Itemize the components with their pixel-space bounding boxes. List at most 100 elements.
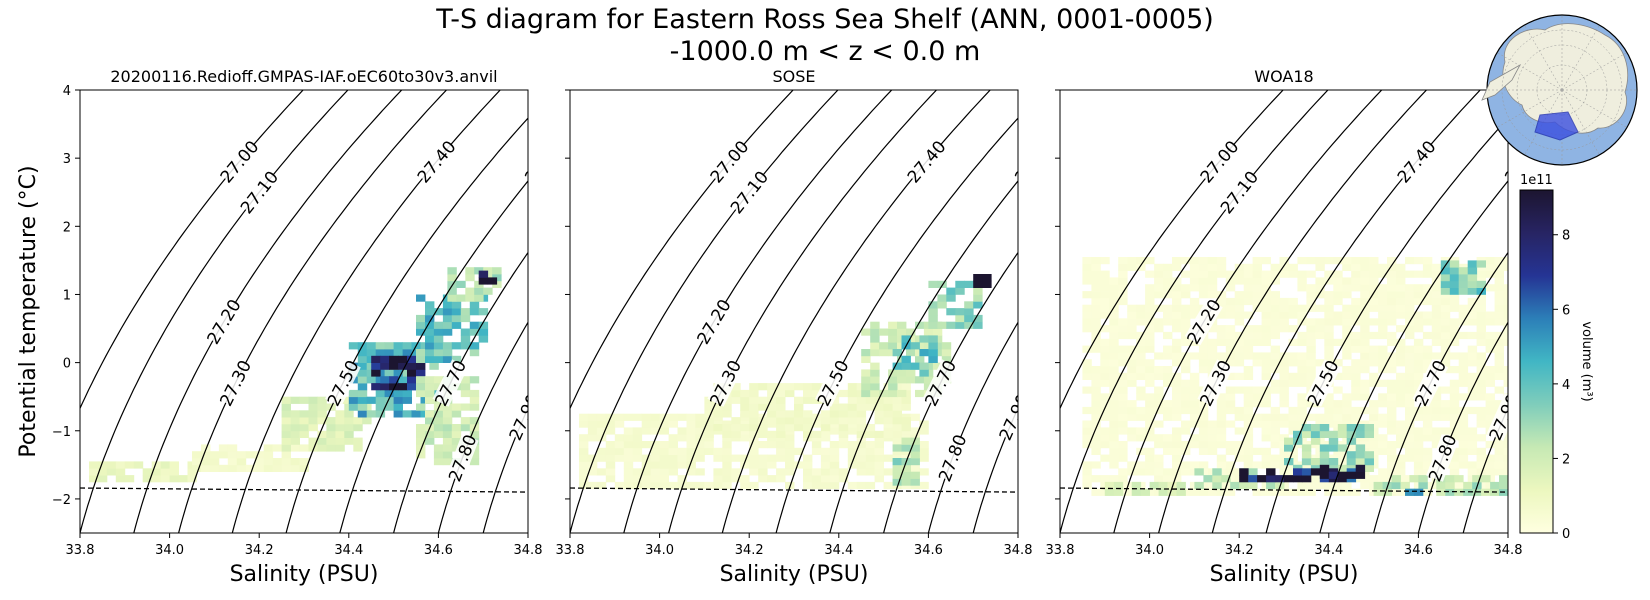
heatmap-cell	[299, 424, 309, 432]
heatmap-cell	[1387, 352, 1397, 360]
heatmap-cell	[393, 369, 403, 377]
heatmap-cell	[1297, 400, 1307, 408]
heatmap-cell	[883, 417, 893, 425]
heatmap-cell	[1387, 406, 1397, 415]
heatmap-cell	[1396, 284, 1406, 292]
heatmap-cell	[1109, 447, 1119, 455]
heatmap-cell	[1355, 444, 1366, 452]
heatmap-cell	[1485, 468, 1495, 476]
heatmap-cell	[803, 417, 813, 425]
contour-label: 27.90	[506, 391, 544, 444]
heatmap-cell	[1172, 352, 1182, 360]
heatmap-cell	[829, 481, 840, 490]
heatmap-cell	[1360, 257, 1370, 265]
heatmap-cell	[650, 447, 660, 455]
heatmap-cell	[1387, 393, 1397, 401]
heatmap-cell	[713, 481, 723, 490]
density-contour	[1373, 251, 1508, 533]
heatmap-cell	[425, 308, 435, 316]
heatmap-cell	[1091, 475, 1101, 483]
heatmap-cell	[704, 447, 714, 455]
heatmap-cell	[722, 441, 732, 449]
heatmap-cell	[659, 481, 669, 490]
heatmap-cell	[758, 396, 768, 404]
heatmap-cell	[1405, 393, 1415, 401]
heatmap-cell	[1467, 406, 1478, 415]
heatmap-cell	[1467, 352, 1478, 360]
heatmap-cell	[1333, 257, 1343, 265]
heatmap-cell	[919, 362, 929, 370]
heatmap-cell	[1100, 257, 1110, 265]
heatmap-cell	[1306, 345, 1316, 353]
heatmap-cell	[1082, 461, 1092, 469]
heatmap-cell	[1476, 393, 1486, 401]
heatmap-cell	[1243, 447, 1254, 455]
heatmap-cell	[1252, 447, 1262, 455]
heatmap-cell	[1409, 475, 1419, 483]
heatmap-cell	[1207, 420, 1218, 428]
heatmap-cell	[1234, 263, 1245, 271]
heatmap-cell	[1163, 441, 1173, 449]
heatmap-cell	[856, 461, 867, 469]
heatmap-cell	[366, 342, 377, 350]
heatmap-cell	[1198, 284, 1209, 292]
heatmap-cell	[1172, 257, 1182, 265]
heatmap-cell	[1221, 475, 1231, 483]
heatmap-cell	[1355, 424, 1366, 432]
heatmap-cell	[1436, 481, 1446, 490]
heatmap-cell	[713, 410, 723, 418]
heatmap-cell	[1324, 488, 1334, 496]
heatmap-cell	[1413, 318, 1424, 326]
heatmap-cell	[317, 437, 327, 445]
heatmap-cell	[695, 481, 705, 490]
heatmap-cell	[1449, 413, 1460, 421]
heatmap-cell	[1252, 291, 1262, 299]
heatmap-cell	[829, 475, 840, 483]
heatmap-cell	[263, 464, 274, 472]
heatmap-cell	[1270, 379, 1280, 387]
density-contour	[1319, 180, 1508, 533]
heatmap-cell	[1270, 441, 1280, 449]
heatmap-cell	[442, 328, 453, 336]
heatmap-cell	[928, 308, 938, 316]
heatmap-cell	[1207, 441, 1218, 449]
heatmap-cell	[861, 369, 871, 377]
density-contour	[883, 251, 1018, 533]
heatmap-cell	[1431, 318, 1442, 326]
heatmap-cell	[1485, 284, 1495, 292]
heatmap-cell	[308, 417, 318, 425]
heatmap-cell	[1239, 481, 1249, 490]
heatmap-cell	[740, 481, 750, 490]
heatmap-cell	[433, 342, 444, 350]
heatmap-cell	[1261, 257, 1271, 265]
heatmap-cell	[209, 458, 220, 466]
heatmap-cell	[1234, 291, 1245, 299]
heatmap-cell	[1234, 386, 1245, 394]
heatmap-cell	[1172, 379, 1182, 387]
heatmap-cell	[668, 420, 678, 428]
heatmap-cell	[1181, 338, 1191, 346]
heatmap-cell	[1405, 284, 1415, 292]
heatmap-cell	[1216, 291, 1227, 299]
heatmap-cell	[1387, 379, 1397, 387]
contour-label: 27.40	[1394, 137, 1441, 187]
heatmap-cell	[1297, 359, 1307, 367]
contour-label: 27.40	[904, 137, 951, 187]
heatmap-cell	[1136, 434, 1146, 442]
heatmap-cell	[433, 308, 444, 316]
heatmap-cell	[1324, 393, 1334, 401]
heatmap-cell	[731, 454, 741, 462]
contour-label: 27.10	[727, 168, 773, 219]
heatmap-cell	[357, 362, 368, 370]
heatmap-cell	[1310, 430, 1321, 438]
heatmap-cell	[1449, 427, 1460, 435]
heatmap-cell	[201, 451, 211, 459]
heatmap-cell	[865, 447, 876, 455]
heatmap-cell	[1252, 352, 1262, 360]
heatmap-cell	[425, 301, 435, 309]
heatmap-cell	[1261, 366, 1271, 374]
heatmap-cell	[371, 355, 381, 363]
heatmap-cell	[901, 437, 911, 445]
heatmap-cell	[1351, 338, 1361, 346]
heatmap-cell	[1324, 325, 1334, 333]
